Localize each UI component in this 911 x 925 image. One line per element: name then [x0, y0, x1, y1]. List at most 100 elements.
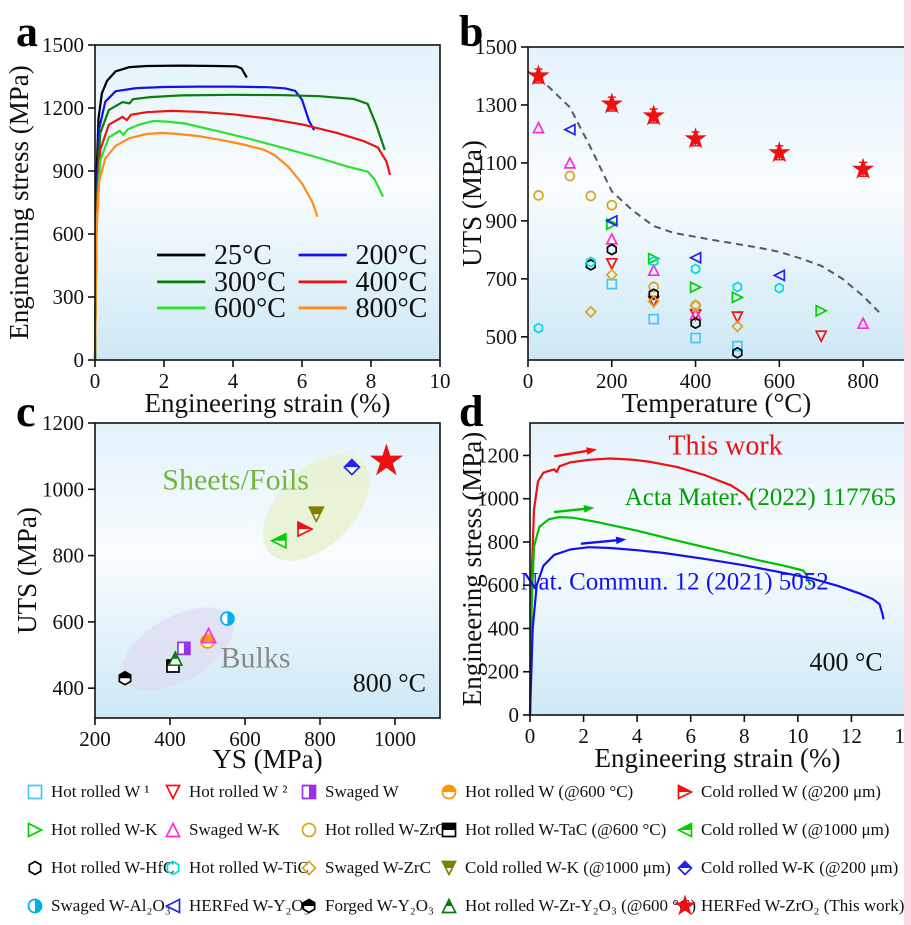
svg-text:2: 2 — [578, 724, 589, 748]
legend-item: Swaged W-ZrC — [298, 857, 438, 879]
svg-text:0: 0 — [90, 369, 101, 393]
square-marker-icon — [301, 784, 317, 800]
panel-d-comparison-chart: This work Acta Mater. (2022) 117765 Nat. C… — [457, 422, 911, 773]
legend-item-label: Swaged W-ZrC — [325, 858, 431, 877]
svg-text:6: 6 — [685, 724, 696, 748]
legend-item: Swaged W-K — [162, 819, 298, 841]
svg-text:25°C: 25°C — [214, 240, 272, 271]
legend-item: Cold rolled W (@1000 μm) — [674, 819, 904, 841]
figure-legend: Hot rolled W ¹ Hot rolled W ² Swaged W Hot … — [0, 773, 904, 925]
tri-right-marker-icon — [677, 784, 694, 800]
svg-text:10: 10 — [787, 724, 808, 748]
legend-item: Forged W-Y₂O₃ — [298, 895, 438, 917]
square-marker-icon — [27, 784, 43, 800]
legend-item: HERFed W-Y₂O₃ — [162, 895, 310, 917]
svg-text:200: 200 — [79, 727, 111, 751]
legend-item-label: HERFed W-ZrO₂ (This work) — [701, 896, 905, 915]
panel-c-uts-ys-chart: Sheets/Foils Bulks 800 °C 200 400 600 800 1000 4… — [12, 411, 441, 774]
svg-text:200: 200 — [596, 369, 628, 393]
svg-text:200°C: 200°C — [355, 240, 427, 271]
square-marker-icon — [441, 822, 457, 838]
tri-left-marker-icon — [676, 822, 693, 838]
svg-text:1100: 1100 — [476, 151, 517, 175]
tri-up-marker-icon — [165, 821, 181, 838]
svg-text:400°C: 400°C — [355, 267, 427, 298]
svg-text:1000: 1000 — [374, 727, 416, 751]
svg-text:UTS (MPa): UTS (MPa) — [457, 140, 487, 267]
svg-text:0: 0 — [74, 348, 85, 372]
svg-text:700: 700 — [486, 267, 518, 291]
legend-item: Swaged W — [298, 781, 438, 803]
svg-text:1300: 1300 — [475, 93, 517, 117]
svg-text:Engineering stress (MPa): Engineering stress (MPa) — [4, 65, 34, 339]
panel-c-letter: c — [16, 387, 36, 436]
svg-text:Nat. Commun. 12 (2021) 5052: Nat. Commun. 12 (2021) 5052 — [520, 569, 828, 596]
svg-text:600: 600 — [488, 573, 520, 597]
svg-text:UTS (MPa): UTS (MPa) — [12, 507, 42, 634]
legend-item-label: Hot rolled W-Zr-Y₂O₃ (@600 °C) — [465, 896, 697, 915]
legend-item-label: Hot rolled W-TaC (@600 °C) — [465, 820, 667, 839]
legend-item: Hot rolled W ² — [162, 781, 298, 803]
legend-item-label: Hot rolled W-ZrC — [325, 820, 447, 839]
svg-text:10: 10 — [430, 369, 451, 393]
svg-text:300°C: 300°C — [214, 267, 286, 298]
tri-down-marker-icon — [441, 860, 457, 877]
svg-text:0: 0 — [509, 703, 520, 727]
circle-marker-icon — [301, 822, 317, 838]
svg-text:1200: 1200 — [42, 411, 84, 435]
panel-a-letter: a — [16, 7, 38, 56]
svg-text:Temperature (°C): Temperature (°C) — [622, 388, 812, 418]
panel-d-letter: d — [459, 387, 484, 436]
legend-item: Hot rolled W-HfC — [24, 857, 174, 879]
hexagon-marker-icon — [302, 898, 316, 914]
svg-text:800: 800 — [304, 727, 336, 751]
svg-text:Bulks: Bulks — [220, 642, 290, 675]
legend-item: Hot rolled W-K — [24, 819, 162, 841]
svg-text:600: 600 — [53, 222, 85, 246]
svg-text:400: 400 — [488, 616, 520, 640]
svg-text:1000: 1000 — [477, 487, 519, 511]
svg-text:400 °C: 400 °C — [809, 648, 882, 677]
svg-text:1500: 1500 — [475, 35, 517, 59]
legend-item-label: Cold rolled W-K (@200 μm) — [701, 858, 899, 877]
svg-text:900: 900 — [486, 209, 518, 233]
legend-item-label: Swaged W-K — [189, 820, 280, 839]
legend-item: Hot rolled W ¹ — [24, 781, 162, 803]
svg-text:4: 4 — [632, 724, 643, 748]
svg-text:0: 0 — [525, 724, 536, 748]
circle-marker-icon — [27, 898, 43, 914]
panel-a-stress-strain-chart: 25°C 200°C 300°C 400°C 600°C 800°C 0 2 4 6 8 10 0 300… — [4, 33, 451, 418]
legend-item: Cold rolled W-K (@200 μm) — [674, 857, 904, 879]
svg-text:800: 800 — [53, 544, 85, 568]
legend-item: Hot rolled W-Zr-Y₂O₃ (@600 °C) — [438, 895, 696, 917]
svg-text:Engineering strain (%): Engineering strain (%) — [595, 743, 841, 773]
legend-item-label: Hot rolled W-TiC — [189, 858, 309, 877]
svg-text:YS (MPa): YS (MPa) — [212, 744, 322, 774]
svg-text:Engineering strain (%): Engineering strain (%) — [145, 388, 391, 418]
svg-text:Acta Mater. (2022) 117765: Acta Mater. (2022) 117765 — [625, 484, 896, 511]
svg-text:800 °C: 800 °C — [353, 668, 426, 697]
svg-text:8: 8 — [366, 369, 377, 393]
legend-item: Hot rolled W-TiC — [162, 857, 309, 879]
svg-text:1200: 1200 — [477, 443, 519, 467]
legend-item-label: Swaged W — [325, 782, 399, 801]
svg-text:600: 600 — [53, 610, 85, 634]
svg-text:800°C: 800°C — [355, 293, 427, 324]
svg-text:Sheets/Foils: Sheets/Foils — [162, 463, 309, 496]
tri-up-marker-icon — [441, 897, 457, 914]
svg-text:Engineering stress (MPa): Engineering stress (MPa) — [457, 432, 487, 706]
diamond-marker-icon — [677, 860, 693, 876]
svg-text:4: 4 — [228, 369, 239, 393]
svg-text:600°C: 600°C — [214, 293, 286, 324]
panel-b-uts-temperature-chart: 0 200 400 600 800 500 700 900 1100 1300 1500 Temper… — [457, 35, 906, 418]
legend-item: Hot rolled W-TaC (@600 °C) — [438, 819, 674, 841]
svg-text:800: 800 — [488, 530, 520, 554]
svg-text:400: 400 — [680, 369, 712, 393]
page-edge-strip — [904, 0, 911, 925]
legend-item-label: Forged W-Y₂O₃ — [325, 896, 434, 915]
svg-text:8: 8 — [739, 724, 750, 748]
hexagon-marker-icon — [28, 860, 42, 876]
legend-item-label: HERFed W-Y₂O₃ — [189, 896, 310, 915]
svg-text:500: 500 — [486, 325, 518, 349]
legend-item: Hot rolled W-ZrC — [298, 819, 447, 841]
